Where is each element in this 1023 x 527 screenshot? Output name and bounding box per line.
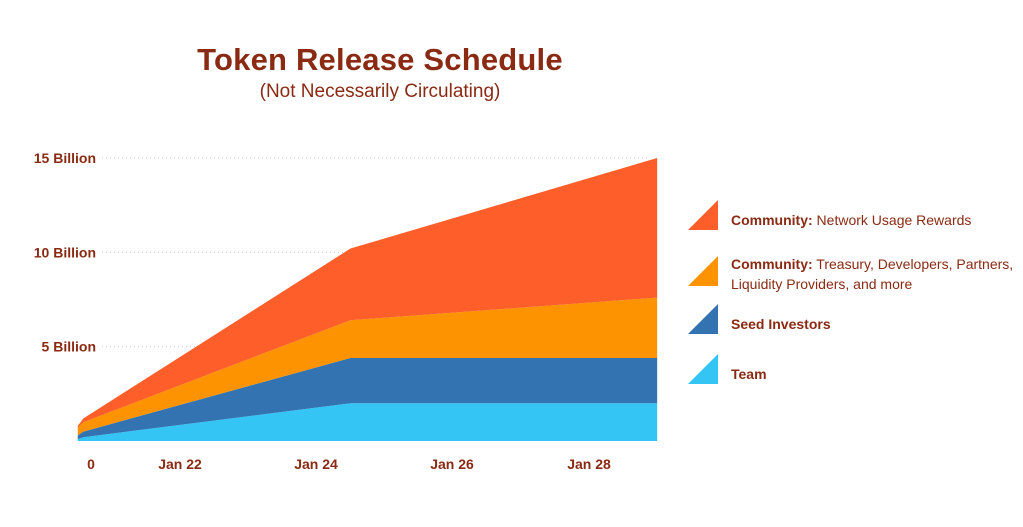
legend-label: Seed Investors [731,314,1021,334]
y-tick-labels: 5 Billion 10 Billion 15 Billion [34,150,96,355]
legend-label-bold: Community: [731,212,813,228]
legend-label-bold: Team [731,366,767,382]
legend-swatch-shape [688,304,718,334]
legend-label: Community: Network Usage Rewards [731,210,1021,230]
area-series-2 [77,297,658,436]
legend-swatch-triangle-icon [688,304,718,334]
legend-label-bold: Seed Investors [731,316,831,332]
y-tick-label: 5 Billion [42,339,96,355]
legend-swatch-shape [688,200,718,230]
area-series-0 [77,403,658,441]
x-tick-label: Jan 22 [158,456,202,472]
legend-label-rest: Treasury, Developers, Partners, Liquidit… [731,256,1014,292]
legend-label-rest: Network Usage Rewards [812,212,972,228]
area-series-3 [77,158,658,428]
legend-swatch-triangle-icon [688,200,718,230]
x-tick-label: Jan 28 [567,456,611,472]
legend-swatch-triangle-icon [688,354,718,384]
y-tick-label: 10 Billion [34,244,96,260]
chart-title: Token Release Schedule [197,42,563,77]
legend-label: Community: Treasury, Developers, Partner… [731,254,1021,294]
y-tick-label: 15 Billion [34,150,96,166]
area-series-1 [77,357,658,440]
legend-label: Team [731,364,1021,384]
x-tick-label: Jan 26 [430,456,474,472]
chart-subtitle: (Not Necessarily Circulating) [259,81,501,102]
legend-swatch-triangle-icon [688,256,718,286]
x-tick-label: Jan 24 [294,456,338,472]
legend-swatch-shape [688,256,718,286]
legend-swatch-shape [688,354,718,384]
x-tick-labels: 0 Jan 22 Jan 24 Jan 26 Jan 28 [87,456,611,472]
stacked-areas [77,158,658,441]
legend-label-bold: Community: [731,256,813,272]
x-tick-label: 0 [87,456,95,472]
